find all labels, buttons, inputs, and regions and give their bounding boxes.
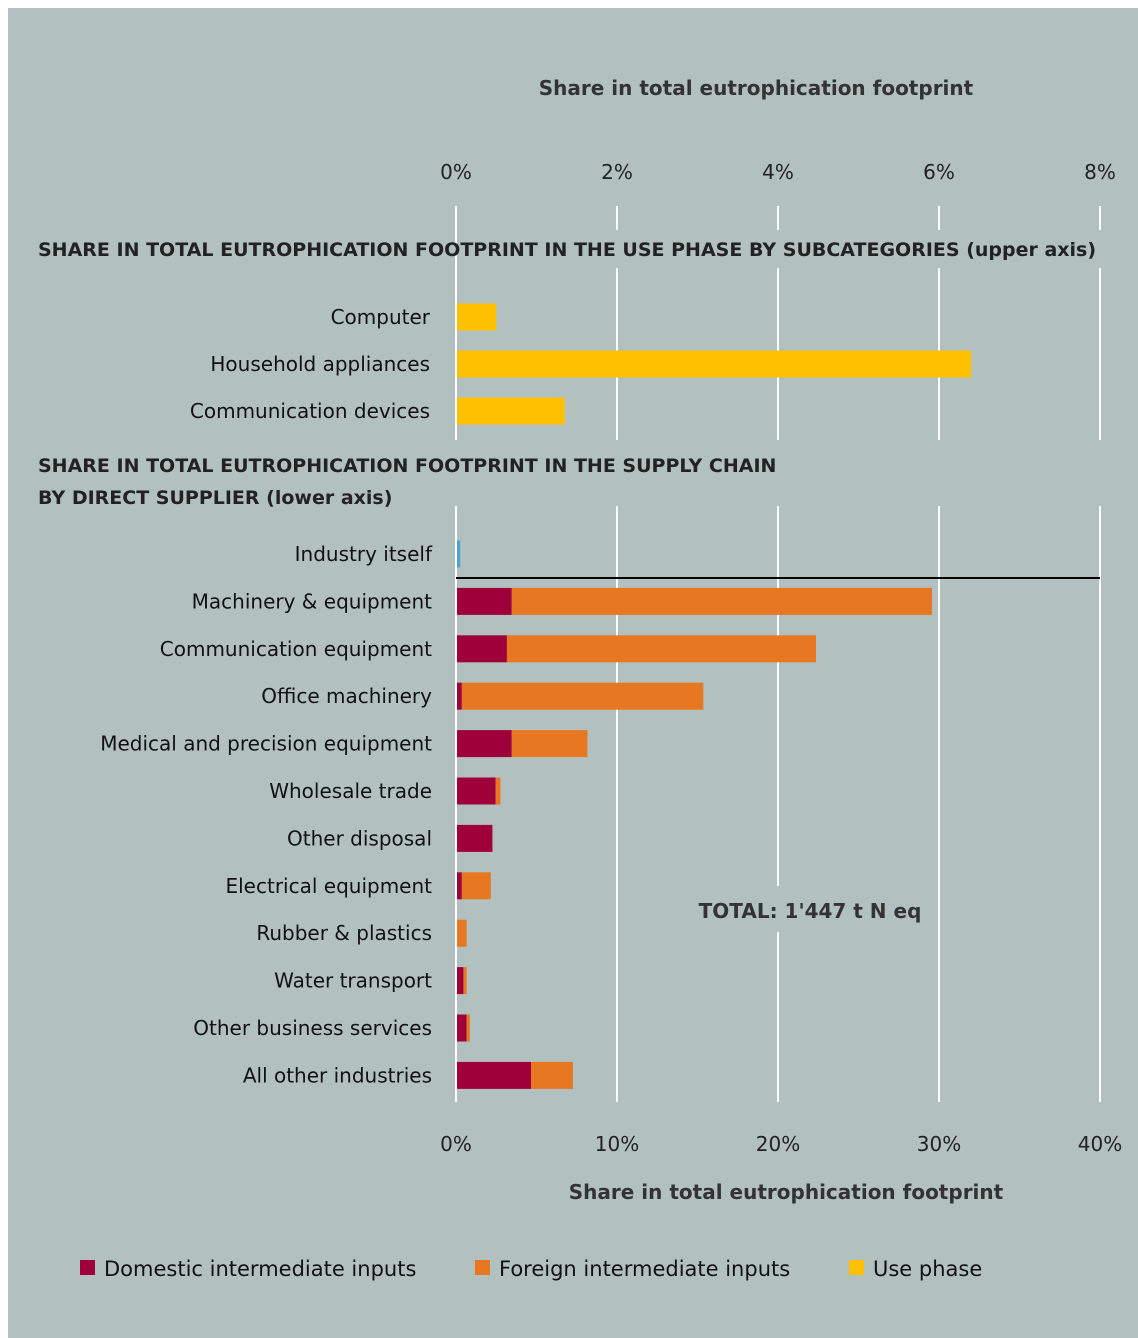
foreign-bar (461, 872, 491, 900)
legend-label: Use phase (873, 1257, 982, 1281)
lower-category-label: Office machinery (261, 684, 432, 708)
annotation-band (696, 886, 926, 932)
domestic-bar (457, 967, 464, 995)
legend-label: Domestic intermediate inputs (104, 1257, 416, 1281)
domestic-bar (457, 824, 493, 852)
upper-category-label: Household appliances (210, 352, 430, 376)
foreign-bar (466, 1014, 470, 1042)
lower-tick-label: 40% (1078, 1132, 1122, 1156)
domestic-bar (457, 730, 512, 758)
lower-tick-label: 20% (756, 1132, 800, 1156)
upper-section-title: SHARE IN TOTAL EUTROPHICATION FOOTPRINT … (38, 239, 1096, 261)
lower-category-label: Medical and precision equipment (100, 732, 432, 756)
total-annotation: TOTAL: 1'447 t N eq (699, 899, 922, 923)
upper-tick-label: 4% (762, 160, 794, 184)
upper-category-label: Computer (331, 305, 431, 329)
tick-labels: 0% 2% 4% 6% 8% 0% 10% 20% 30% 40% (440, 160, 1122, 1156)
lower-axis-title: Share in total eutrophication footprint (569, 1180, 1004, 1204)
domestic-bar (457, 1014, 467, 1042)
lower-section-title-line-2: BY DIRECT SUPPLIER (lower axis) (38, 487, 392, 509)
foreign-bar (457, 919, 467, 947)
legend-swatch (849, 1260, 864, 1275)
lower-section-title-line-1: SHARE IN TOTAL EUTROPHICATION FOOTPRINT … (38, 455, 776, 477)
legend-label: Foreign intermediate inputs (499, 1257, 790, 1281)
domestic-bar (457, 777, 496, 805)
lower-category-label: All other industries (243, 1063, 432, 1087)
chart-svg: Share in total eutrophication footprint … (8, 76, 1138, 1281)
foreign-bar (511, 587, 932, 615)
upper-tick-label: 0% (440, 160, 472, 184)
bars (456, 303, 1100, 1089)
upper-axis-title: Share in total eutrophication footprint (539, 76, 974, 100)
foreign-bar (531, 1061, 573, 1089)
lower-category-label: Communication equipment (160, 637, 432, 661)
lower-category-label: Other business services (193, 1016, 432, 1040)
domestic-bar (457, 1061, 532, 1089)
lower-category-label: Rubber & plastics (256, 921, 432, 945)
use-phase-bar (457, 350, 972, 378)
upper-tick-label: 2% (601, 160, 633, 184)
industry-itself-bar (457, 540, 461, 568)
lower-tick-label: 0% (440, 1132, 472, 1156)
lower-category-label: Electrical equipment (225, 874, 432, 898)
category-labels: Computer Household appliances Communicatio… (100, 305, 433, 1087)
legend: Domestic intermediate inputs Foreign inte… (80, 1257, 982, 1281)
upper-tick-label: 6% (923, 160, 955, 184)
domestic-bar (457, 872, 462, 900)
foreign-bar (461, 682, 704, 710)
lower-category-label: Machinery & equipment (192, 589, 432, 613)
domestic-bar (457, 682, 462, 710)
legend-swatch (80, 1260, 95, 1275)
use-phase-bar (457, 303, 497, 331)
lower-category-label: Wholesale trade (269, 779, 432, 803)
foreign-bar (511, 730, 588, 758)
chart-text: Share in total eutrophication footprint … (38, 76, 1096, 1204)
lower-category-label: Industry itself (295, 542, 433, 566)
lower-category-label: Other disposal (287, 826, 432, 850)
upper-tick-label: 8% (1084, 160, 1116, 184)
foreign-bar (506, 635, 817, 663)
foreign-bar (463, 967, 467, 995)
use-phase-bar (457, 397, 565, 425)
upper-category-label: Communication devices (190, 399, 430, 423)
foreign-bar (495, 777, 501, 805)
legend-swatch (475, 1260, 490, 1275)
domestic-bar (457, 635, 507, 663)
lower-tick-label: 10% (595, 1132, 639, 1156)
lower-category-label: Water transport (274, 969, 432, 993)
lower-tick-label: 30% (917, 1132, 961, 1156)
upper-title-band (8, 230, 1138, 268)
chart: Share in total eutrophication footprint … (8, 8, 1138, 1338)
domestic-bar (457, 587, 512, 615)
